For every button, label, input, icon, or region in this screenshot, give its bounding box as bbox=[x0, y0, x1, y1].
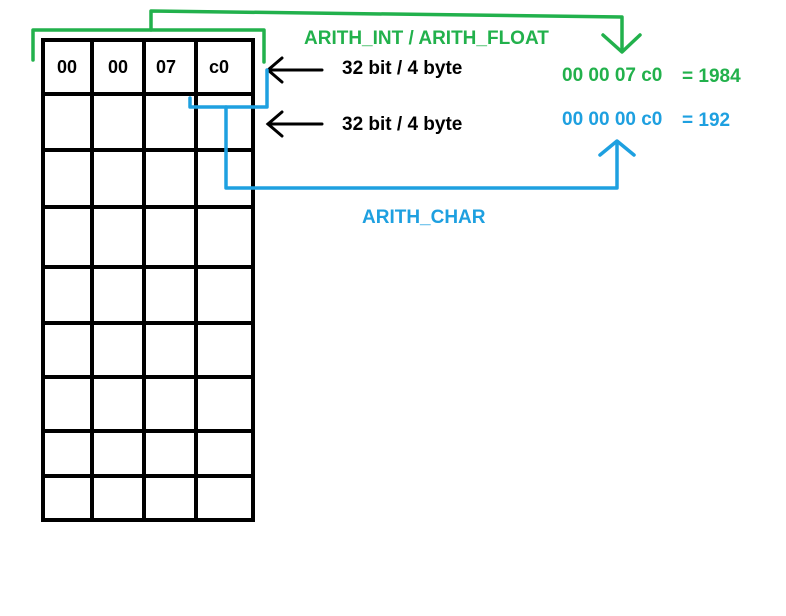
grid-border bbox=[41, 38, 255, 522]
memory-cell-byte: c0 bbox=[209, 57, 229, 77]
int-value-readout: = 1984 bbox=[682, 66, 741, 87]
int-float-read-path bbox=[31, 9, 642, 64]
row1-width-label: 32 bit / 4 byte bbox=[342, 114, 462, 135]
row0-width-label: 32 bit / 4 byte bbox=[342, 58, 462, 79]
int-float-arrow-head-icon bbox=[601, 33, 642, 54]
row1-arrow-icon bbox=[265, 110, 324, 138]
memory-cell-byte: 07 bbox=[156, 57, 176, 77]
memory-cell-byte: 00 bbox=[108, 57, 128, 77]
char-bytes-readout: 00 00 00 c0 bbox=[562, 109, 662, 130]
char-read-path bbox=[188, 68, 636, 190]
memory-cell-byte: 00 bbox=[57, 57, 77, 77]
int-bytes-readout: 00 00 07 c0 bbox=[562, 65, 662, 86]
char-arrow-head-icon bbox=[598, 139, 636, 157]
memory-grid bbox=[41, 38, 255, 522]
int-float-label: ARITH_INT / ARITH_FLOAT bbox=[304, 28, 549, 49]
row0-arrow-icon bbox=[265, 56, 324, 84]
char-label: ARITH_CHAR bbox=[362, 207, 486, 228]
char-value-readout: = 192 bbox=[682, 110, 730, 131]
